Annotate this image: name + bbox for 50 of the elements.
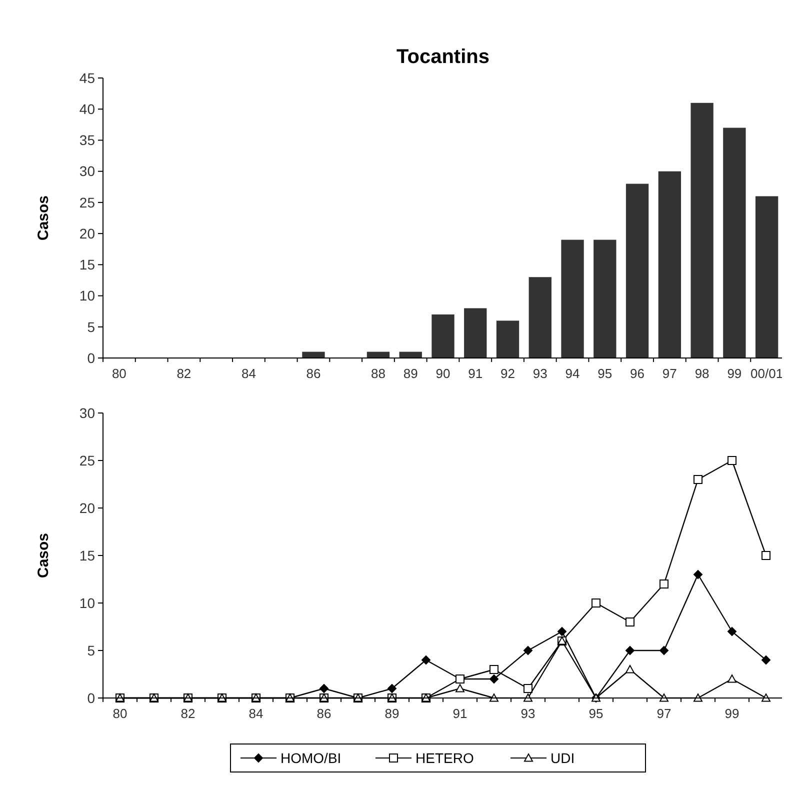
- y-tick-label: 0: [87, 690, 96, 706]
- y-tick-label: 5: [87, 318, 96, 335]
- y-tick-label: 15: [79, 547, 96, 564]
- x-tick-label: 92: [500, 366, 515, 381]
- y-tick-label: 30: [79, 404, 96, 421]
- y-tick-label: 25: [79, 194, 96, 210]
- y-tick-label: 35: [79, 132, 96, 148]
- x-tick-label: 93: [520, 706, 536, 721]
- x-tick-label: 95: [588, 706, 604, 721]
- y-tick-label: 30: [79, 163, 96, 180]
- x-tick-label: 93: [532, 366, 548, 381]
- x-tick-label: 82: [176, 366, 192, 381]
- y-tick-label: 10: [79, 594, 96, 611]
- x-tick-label: 91: [452, 706, 468, 721]
- x-tick-label: 94: [565, 366, 580, 381]
- y-tick-label: 0: [87, 350, 96, 366]
- x-tick-label: 89: [403, 366, 418, 381]
- x-tick-label: 86: [306, 366, 321, 381]
- x-tick-label: 90: [436, 366, 450, 381]
- chart-title: Tocantins: [396, 46, 490, 68]
- x-tick-label: 84: [241, 366, 256, 381]
- x-tick-label: 89: [384, 706, 400, 721]
- y-tick-label: 10: [79, 288, 96, 304]
- x-tick-label: 86: [316, 706, 332, 721]
- x-tick-label: 00/01: [750, 366, 784, 381]
- y-tick-label: 40: [79, 101, 96, 118]
- x-tick-label: 99: [727, 366, 742, 381]
- legend-label: HOMO/BI: [280, 750, 342, 766]
- x-tick-label: 80: [112, 706, 128, 721]
- x-tick-label: 82: [180, 706, 196, 721]
- x-tick-label: 80: [112, 366, 126, 381]
- y-axis-title: Casos: [35, 195, 52, 241]
- y-tick-label: 5: [87, 642, 96, 658]
- x-tick-label: 84: [248, 706, 264, 721]
- y-tick-label: 15: [79, 256, 96, 273]
- x-tick-label: 97: [662, 366, 677, 381]
- y-tick-label: 45: [79, 70, 96, 86]
- x-tick-label: 95: [598, 366, 612, 381]
- x-tick-label: 98: [694, 366, 710, 381]
- x-tick-label: 97: [656, 706, 672, 721]
- y-axis-title: Casos: [35, 532, 52, 578]
- y-tick-label: 20: [79, 500, 96, 516]
- x-tick-label: 91: [468, 366, 483, 381]
- y-tick-label: 20: [79, 225, 96, 242]
- x-tick-label: 88: [371, 366, 386, 381]
- x-tick-label: 99: [724, 706, 740, 721]
- legend-label: UDI: [550, 750, 575, 766]
- legend-label: HETERO: [416, 750, 474, 766]
- x-tick-label: 96: [630, 366, 645, 381]
- y-tick-label: 25: [79, 452, 96, 468]
